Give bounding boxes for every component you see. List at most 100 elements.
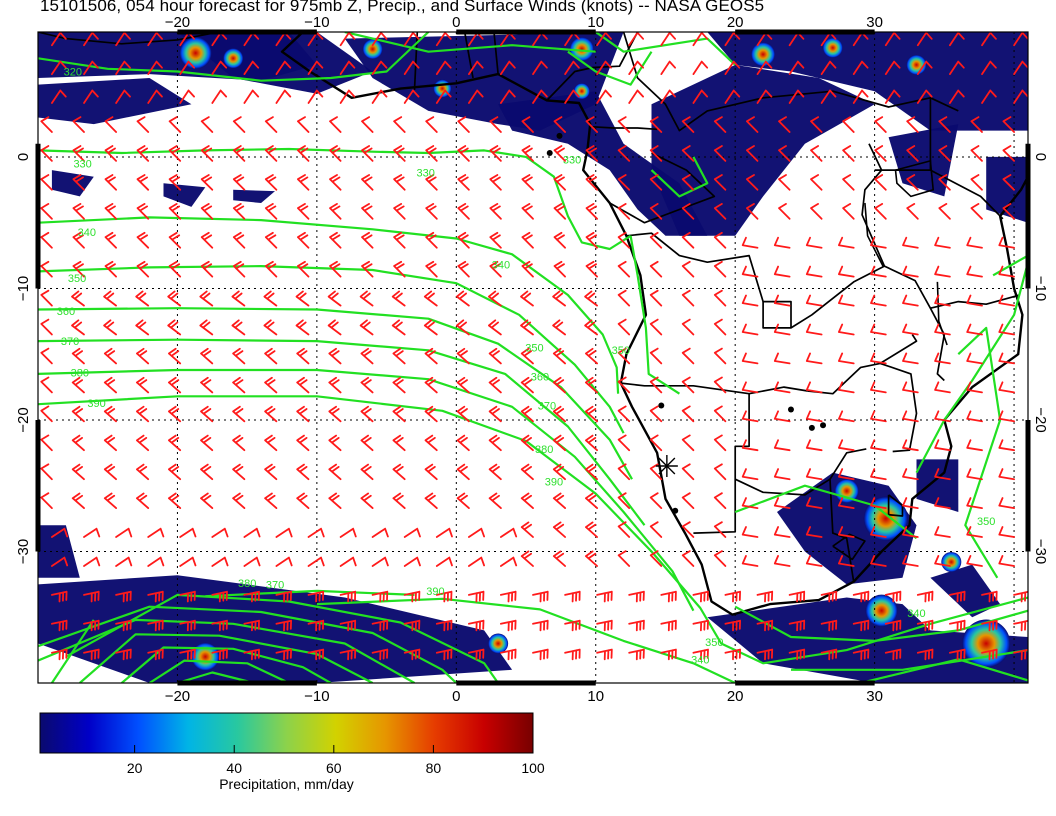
northern-coastline <box>38 32 220 45</box>
wind-barb-482 <box>724 619 741 632</box>
wind-barb-438 <box>660 619 677 632</box>
wind-barb-218 <box>339 619 357 632</box>
wind-barb-51 <box>104 231 117 249</box>
wind-barb-115 <box>200 174 214 191</box>
wind-barb-244 <box>403 89 420 104</box>
wind-barb-59 <box>103 463 117 481</box>
island-3 <box>787 406 794 413</box>
wind-barb-678 <box>998 555 1015 567</box>
wind-barb-461 <box>692 648 709 661</box>
wind-barb-669 <box>998 294 1015 307</box>
wind-barb-235 <box>360 463 374 481</box>
wind-barb-443 <box>681 116 695 133</box>
wind-barb-406 <box>617 318 631 336</box>
wind-barb-222 <box>371 89 388 104</box>
wind-barb-381 <box>585 231 598 249</box>
wind-barb-221 <box>371 60 388 75</box>
wind-barb-344 <box>520 434 534 452</box>
wind-barb-430 <box>649 376 663 394</box>
height-contour-1 <box>38 147 632 251</box>
wind-barb-319 <box>488 347 502 365</box>
wind-barb-360 <box>553 260 566 278</box>
wind-barb-245 <box>393 116 406 133</box>
wind-barb-548 <box>820 619 838 632</box>
wind-barb-302 <box>456 492 470 509</box>
wind-barb-212 <box>328 434 342 452</box>
wind-barb-491 <box>741 236 759 249</box>
wind-barb-226 <box>361 203 374 220</box>
precip-core-2 <box>362 39 383 60</box>
wind-barb-512 <box>778 203 791 220</box>
wind-barb-631 <box>934 468 951 481</box>
wind-barb-309 <box>500 60 516 75</box>
wind-barb-68 <box>147 89 163 104</box>
lon-tick-bottom-3: 10 <box>587 688 604 705</box>
wind-barb-3 <box>40 116 53 133</box>
precip-core-1 <box>223 48 244 69</box>
wind-barb-37 <box>71 463 85 481</box>
wind-barb-277 <box>424 405 438 423</box>
wind-barb-497 <box>741 410 759 423</box>
contour-label-17: 390 <box>426 586 444 598</box>
wind-barb-469 <box>713 231 727 249</box>
colorbar-tick-label-3: 80 <box>425 760 442 776</box>
wind-barb-509 <box>778 116 791 133</box>
wind-barb-118 <box>200 260 214 278</box>
wind-barb-230 <box>359 319 374 336</box>
wind-barb-624 <box>934 265 951 278</box>
wind-barb-646 <box>966 265 983 278</box>
wind-barb-585 <box>870 410 887 423</box>
wind-barb-64 <box>115 619 132 632</box>
wind-barb-62 <box>115 556 133 567</box>
wind-barb-567 <box>838 526 855 538</box>
wind-barb-588 <box>870 497 887 509</box>
wind-barb-241 <box>371 648 389 661</box>
precip-area-10 <box>163 183 206 207</box>
wind-barb-108 <box>179 619 196 632</box>
wind-barb-263 <box>403 648 421 661</box>
wind-barb-318 <box>488 319 502 336</box>
wind-barb-587 <box>870 468 887 481</box>
lat-tick-left-0: 0 <box>15 153 32 161</box>
wind-barb-393 <box>596 590 613 603</box>
wind-barb-538 <box>805 323 823 336</box>
wind-barb-102 <box>168 434 182 452</box>
wind-barb-582 <box>870 323 887 336</box>
wind-barb-191 <box>296 463 310 481</box>
wind-barb-386 <box>585 376 598 394</box>
wind-barb-144 <box>232 376 246 394</box>
wind-barb-42 <box>83 619 100 632</box>
height-contour-29 <box>595 32 736 66</box>
wind-barb-41 <box>83 590 100 603</box>
wind-barb-45 <box>115 60 131 75</box>
wind-barb-493 <box>741 294 759 307</box>
wind-barb-79 <box>136 405 150 423</box>
wind-barb-504 <box>756 619 774 632</box>
wind-barb-470 <box>713 260 727 278</box>
wind-barb-93 <box>168 174 182 191</box>
wind-barb-357 <box>553 174 566 191</box>
wind-barb-177 <box>307 60 324 75</box>
wind-barb-137 <box>232 174 246 191</box>
wind-barb-333 <box>521 116 534 133</box>
wind-barb-272 <box>425 260 438 278</box>
wind-barb-23 <box>83 60 99 75</box>
precip-core-3 <box>569 37 594 62</box>
wind-barb-634 <box>934 555 951 567</box>
lat-tick-left-3: −30 <box>15 539 32 564</box>
wind-barb-592 <box>884 619 902 632</box>
wind-barb-66 <box>147 32 163 47</box>
wind-barb-652 <box>966 439 983 452</box>
wind-barb-474 <box>713 376 727 394</box>
wind-barb-405 <box>617 289 631 307</box>
wind-barb-496 <box>741 381 759 394</box>
wind-barb-415 <box>628 590 645 603</box>
wind-barb-601 <box>902 236 919 249</box>
wind-barb-158 <box>264 145 278 162</box>
wind-barb-19 <box>51 590 68 603</box>
wind-barb-530 <box>820 89 837 104</box>
wind-barb-264 <box>435 32 452 47</box>
wind-barb-541 <box>805 410 823 423</box>
wind-barb-150 <box>243 556 261 567</box>
wind-barb-40 <box>83 556 101 567</box>
